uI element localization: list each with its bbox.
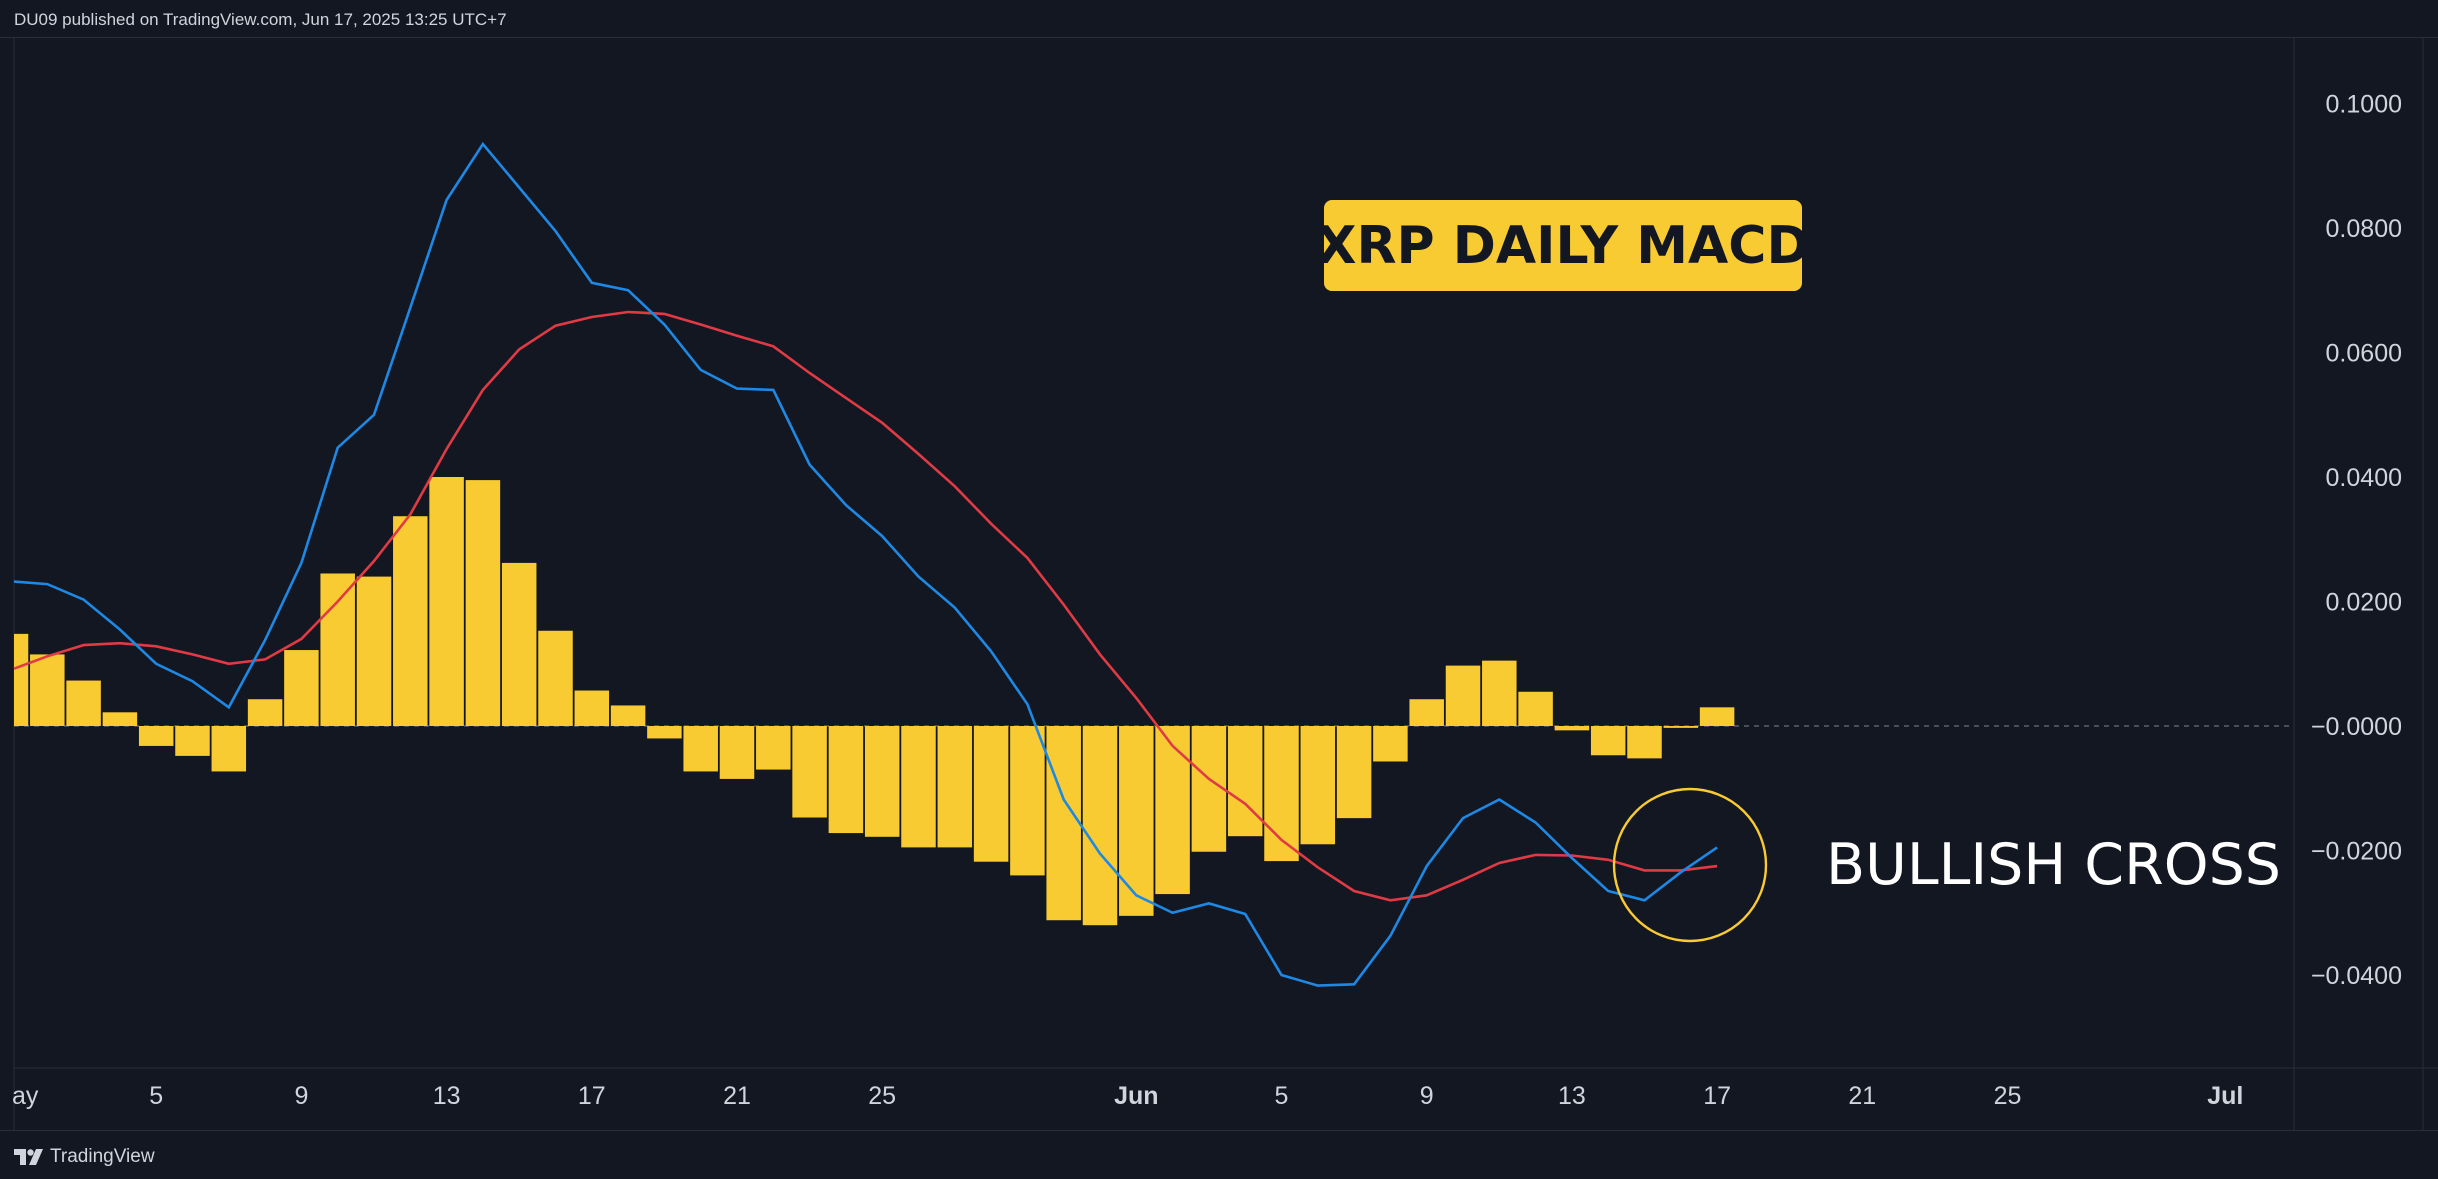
histogram-bar [66,680,101,726]
bottom-bar: TradingView [0,1130,2438,1179]
histogram-bar [574,690,610,726]
histogram-bar [1046,726,1081,921]
bullish-cross-label: BULLISH CROSS [1826,832,2281,898]
histogram-bar [937,726,973,848]
tradingview-branding[interactable]: TradingView [14,1146,155,1168]
histogram-bar [1554,726,1590,731]
histogram-bar [1627,726,1662,759]
price-tick-label: 0.0400 [2326,464,2402,492]
histogram-bar [864,726,900,837]
time-axis[interactable]: ay 5 9 13 17 21 25 Jun 5 9 13 17 21 25 Jul [12,1082,2243,1110]
histogram-bar [1663,726,1699,728]
time-tick-label: 5 [1275,1082,1289,1110]
histogram-bar [1082,726,1118,926]
histogram-bar [719,726,755,779]
tradingview-label: TradingView [50,1146,155,1167]
histogram-bar [792,726,827,818]
histogram-bar [647,726,682,739]
histogram-bar [138,726,174,746]
histogram-bar [1227,726,1263,837]
price-tick-label: 0.0800 [2326,215,2402,243]
time-tick-label: 25 [868,1082,896,1110]
bullish-cross-circle [1612,787,1768,943]
price-tick-label: 0.0600 [2326,340,2402,368]
histogram-bar [30,654,65,726]
time-tick-label: 21 [723,1082,751,1110]
time-tick-label: 9 [1420,1082,1434,1110]
time-tick-label: Jun [1114,1082,1158,1110]
histogram-bar [538,630,573,726]
histogram-bar [356,576,392,726]
histogram-bar [901,726,936,848]
histogram-bar [284,650,319,726]
tradingview-logo-icon [14,1149,43,1165]
signal-line [13,310,1718,902]
histogram-bar [1155,726,1190,895]
histogram-bar [1119,726,1154,916]
histogram-bar [756,726,791,770]
histogram-bar [683,726,718,772]
histogram-bar [465,480,501,726]
histogram-bar [1445,665,1481,726]
price-axis[interactable]: 0.1000 0.0800 0.0600 0.0400 0.0200 −0.0000 −0.… [2311,91,2402,991]
title-annotation: XRP DAILY MACD [1316,200,1810,291]
chart-title: XRP DAILY MACD [1316,216,1809,276]
histogram-bar [1518,691,1553,726]
price-tick-label: −0.0400 [2311,962,2402,990]
histogram-bar [1409,699,1444,726]
price-tick-label: 0.1000 [2326,91,2402,119]
histogram-bar [247,699,283,726]
histogram-bar [14,633,29,726]
histogram-bar [211,726,247,772]
histogram-bar [1010,726,1045,876]
histogram-bar [828,726,864,834]
time-tick-label: 25 [1994,1082,2022,1110]
histogram-bar [1373,726,1408,762]
histogram-bar [175,726,210,756]
price-tick-label: 0.0200 [2326,589,2402,617]
time-tick-label: 13 [1558,1082,1586,1110]
histogram-bar [1336,726,1372,819]
histogram-bar [1699,707,1735,726]
histogram-bar [393,516,428,726]
histogram-bar [320,573,355,726]
time-tick-label: 5 [149,1082,163,1110]
time-tick-label: 13 [433,1082,461,1110]
histogram-bar [610,705,646,726]
histogram-bar [1482,660,1517,726]
macd-line [13,141,1718,987]
time-tick-label: 17 [578,1082,606,1110]
time-tick-label: Jul [2207,1082,2243,1110]
histogram-bar [429,477,464,726]
histogram-bar [1191,726,1227,852]
time-tick-label: 17 [1703,1082,1731,1110]
histogram [14,477,1735,926]
time-tick-label: 21 [1848,1082,1876,1110]
price-tick-label: −0.0000 [2311,713,2402,741]
title-box [1324,200,1802,291]
time-tick-label: 9 [294,1082,308,1110]
price-tick-label: −0.0200 [2311,838,2402,866]
plot-area [14,38,2294,1068]
publish-info: DU09 published on TradingView.com, Jun 1… [14,10,507,29]
histogram-bar [1300,726,1336,845]
top-bar: DU09 published on TradingView.com, Jun 1… [0,0,2438,38]
time-tick-label: ay [12,1082,39,1110]
histogram-bar [102,712,138,726]
histogram-bar [973,726,1009,862]
histogram-bar [1590,726,1626,756]
histogram-bar [501,562,537,726]
